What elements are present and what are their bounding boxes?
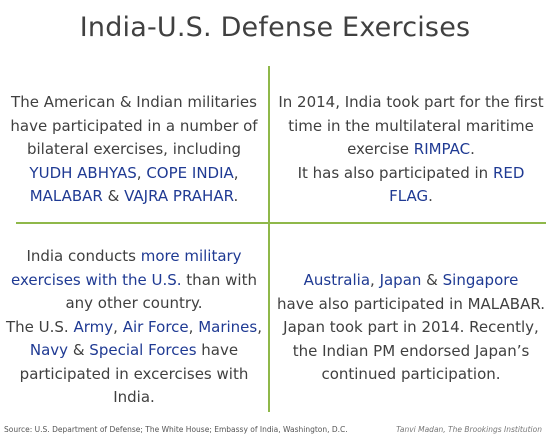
branch-name: Army	[73, 317, 114, 336]
page-title: India-U.S. Defense Exercises	[79, 12, 471, 43]
exercise-name: YUDH ABHYAS	[29, 163, 137, 182]
multilateral-exercises-panel: In 2014, India took part for the first t…	[276, 91, 546, 209]
country-name: Singapore	[442, 271, 519, 289]
source-note: Source: U.S. Department of Defense; The …	[4, 425, 348, 434]
bilateral-exercises-panel: The American & Indian militaries have pa…	[6, 91, 262, 209]
panel-text: It has also participated in	[297, 163, 493, 182]
country-name: Australia	[303, 271, 371, 289]
panel-text: The U.S.	[6, 317, 74, 336]
separator-text: ,	[233, 163, 239, 182]
separator-text: ,	[113, 317, 123, 336]
exercise-name: COPE INDIA	[146, 163, 234, 182]
panel-text: have also participated in MALABAR. Japan…	[277, 294, 545, 384]
branch-name: Air Force	[122, 317, 189, 336]
branch-name: Special Forces	[89, 341, 197, 359]
branch-name: Marines	[198, 317, 258, 336]
exercise-name: VAJRA PRAHAR	[124, 187, 234, 205]
exercise-name: RED FLAG	[389, 163, 525, 206]
panel-text: than with any other country.	[65, 270, 257, 313]
separator-text: ,	[257, 317, 262, 336]
vertical-divider	[268, 66, 270, 412]
separator-text: .	[470, 140, 475, 158]
separator-text: ,	[370, 271, 380, 289]
highlight-text: more military exercises with the U.S.	[11, 247, 242, 289]
separator-text: ,	[136, 163, 147, 182]
separator-text: ,	[188, 317, 199, 336]
panel-text: India conducts	[26, 247, 141, 265]
us-branches-panel: India conducts more military exercises w…	[6, 245, 262, 410]
author-credit: Tanvi Madan, The Brookings Institution	[396, 425, 542, 434]
horizontal-divider	[16, 222, 546, 224]
branch-name: Navy	[29, 341, 69, 359]
panel-text: have participated in excercises with Ind…	[19, 341, 249, 406]
separator-text: &	[68, 341, 90, 359]
panel-text: In 2014, India took part for the first t…	[278, 93, 544, 158]
separator-text: &	[421, 271, 443, 289]
exercise-name: RIMPAC	[413, 140, 471, 158]
country-name: Japan	[379, 271, 422, 289]
separator-text: &	[102, 187, 125, 205]
exercise-name: MALABAR	[29, 187, 103, 205]
panel-text: The American & Indian militaries have pa…	[10, 93, 258, 158]
other-partners-panel: Australia, Japan & Singapore have also pa…	[276, 269, 546, 387]
separator-text: .	[428, 187, 433, 205]
separator-text: .	[233, 187, 239, 205]
